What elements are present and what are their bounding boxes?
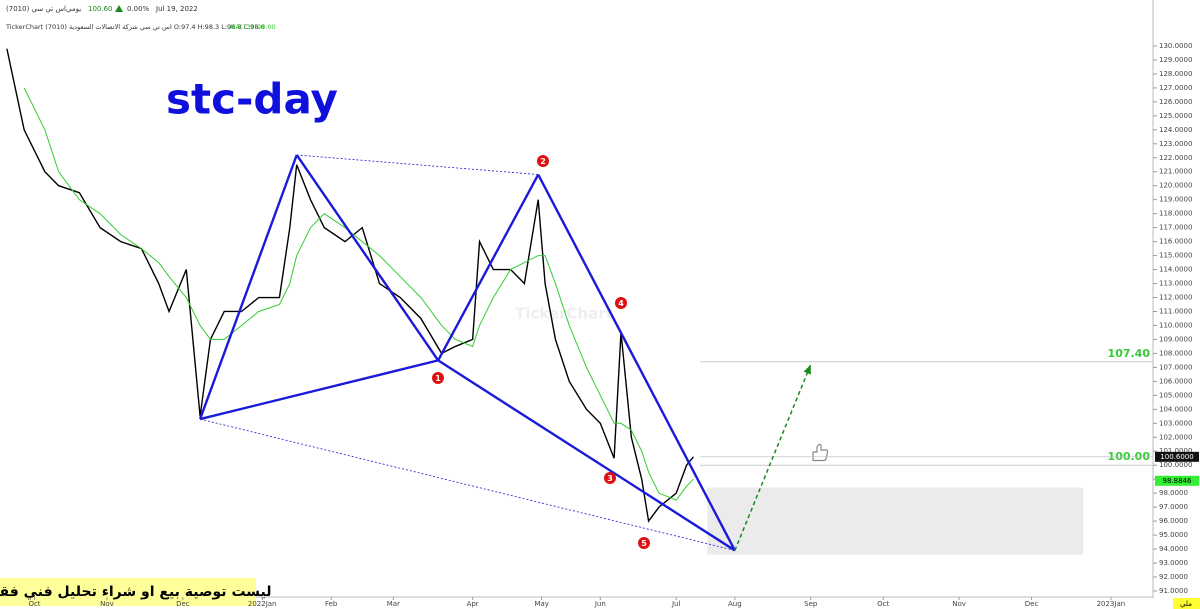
x-tick-label: Mar <box>387 600 400 608</box>
pattern-line <box>199 359 439 421</box>
pattern-line <box>437 173 540 361</box>
symbol: اس تي سي (7010) <box>6 5 66 13</box>
y-tick-label: 92.0000 <box>1159 573 1188 581</box>
x-tick-label: Nov <box>952 600 966 608</box>
y-tick-label: 128.0000 <box>1159 70 1192 78</box>
y-tick-label: 127.0000 <box>1159 84 1192 92</box>
thumbs-up-icon <box>812 443 829 462</box>
period: يومي <box>66 5 81 13</box>
y-tick-label: 129.0000 <box>1159 56 1192 64</box>
ma-badge <box>1155 475 1199 486</box>
y-tick-label: 112.0000 <box>1159 294 1192 302</box>
y-tick-label: 101.0000 <box>1159 447 1192 455</box>
point-label: 5 <box>641 539 647 548</box>
y-tick-label: 124.0000 <box>1159 126 1192 134</box>
y-tick-label: 110.0000 <box>1159 321 1192 329</box>
x-tick-label: May <box>534 600 548 608</box>
point-marker <box>638 537 650 549</box>
point-label: 1 <box>435 374 441 383</box>
y-tick-label: 122.0000 <box>1159 154 1192 162</box>
x-tick-label: Sep <box>804 600 818 608</box>
y-tick-label: 103.0000 <box>1159 419 1192 427</box>
projection-line <box>734 364 812 551</box>
ma-badge-label: 98.8846 <box>1163 477 1192 485</box>
ohlc-info: TickerChart اس تي سي شركة الاتصالات السع… <box>5 23 265 31</box>
point-marker <box>537 155 549 167</box>
price: 100.60 <box>88 5 113 13</box>
y-tick-label: 91.0000 <box>1159 587 1188 595</box>
x-tick-label: Jun <box>594 600 606 608</box>
pattern-line <box>198 154 298 420</box>
x-tick-label: Feb <box>325 600 338 608</box>
pattern-dotted-line <box>296 154 539 175</box>
date: Jul 19, 2022 <box>155 5 198 13</box>
y-tick-label: 118.0000 <box>1159 210 1192 218</box>
disclaimer: ليست توصية بيع او شراء تحليل فني فقط <box>0 584 271 600</box>
y-tick-label: 95.0000 <box>1159 531 1188 539</box>
y-tick-label: 97.0000 <box>1159 503 1188 511</box>
level-label: 107.40 <box>1108 347 1151 360</box>
y-tick-label: 102.0000 <box>1159 433 1192 441</box>
y-tick-label: 111.0000 <box>1159 307 1192 315</box>
pattern-line <box>295 154 440 362</box>
point-marker <box>432 372 444 384</box>
target-zone <box>707 487 1084 555</box>
corner-tag: ملي <box>1180 600 1192 608</box>
y-tick-label: 105.0000 <box>1159 391 1192 399</box>
change: 0.00% <box>127 5 150 13</box>
y-tick-label: 119.0000 <box>1159 196 1192 204</box>
x-tick-label: Jul <box>671 600 681 608</box>
up-arrow <box>115 5 123 12</box>
x-tick-label: 2022Jan <box>248 600 277 608</box>
x-tick-label: Oct <box>28 600 40 608</box>
ma-label: MA(13) <box>230 23 253 31</box>
y-tick-label: 125.0000 <box>1159 112 1192 120</box>
point-label: 2 <box>540 157 546 166</box>
y-tick-label: 117.0000 <box>1159 224 1192 232</box>
ma-line <box>23 87 694 501</box>
y-tick-label: 123.0000 <box>1159 140 1192 148</box>
watermark: TickerChart <box>515 305 613 323</box>
y-tick-label: 104.0000 <box>1159 405 1192 413</box>
y-tick-label: 107.0000 <box>1159 363 1192 371</box>
point-marker <box>604 472 616 484</box>
y-tick-label: 100.0000 <box>1159 461 1192 469</box>
y-tick-label: 93.0000 <box>1159 559 1188 567</box>
point-label: 4 <box>618 299 624 308</box>
last-price-badge <box>1155 451 1199 462</box>
x-tick-label: Dec <box>176 600 190 608</box>
y-tick-label: 94.0000 <box>1159 545 1188 553</box>
x-tick-label: Nov <box>100 600 114 608</box>
y-tick-label: 96.0000 <box>1159 517 1188 525</box>
x-tick-label: Apr <box>467 600 479 608</box>
ma-value: 98.00 <box>257 23 276 31</box>
y-tick-label: 108.0000 <box>1159 349 1192 357</box>
disclaimer-box <box>0 578 256 606</box>
chart-title: stc-day <box>166 75 338 124</box>
y-tick-label: 120.0000 <box>1159 182 1192 190</box>
y-tick-label: 109.0000 <box>1159 335 1192 343</box>
y-tick-label: 116.0000 <box>1159 238 1192 246</box>
y-tick-label: 106.0000 <box>1159 377 1192 385</box>
y-tick-label: 98.0000 <box>1159 489 1188 497</box>
projection-arrowhead <box>803 364 811 375</box>
pattern-line <box>537 173 736 552</box>
y-tick-label: 126.0000 <box>1159 98 1192 106</box>
x-tick-label: Aug <box>728 600 742 608</box>
y-tick-label: 121.0000 <box>1159 168 1192 176</box>
y-tick-label: 113.0000 <box>1159 280 1192 288</box>
y-tick-label: 130.0000 <box>1159 42 1192 50</box>
last-price-label: 100.6000 <box>1160 453 1193 461</box>
x-tick-label: Dec <box>1025 600 1039 608</box>
y-tick-label: 114.0000 <box>1159 266 1192 274</box>
y-tick-label: 115.0000 <box>1159 252 1192 260</box>
x-tick-label: 2023Jan <box>1097 600 1126 608</box>
point-label: 3 <box>607 474 613 483</box>
corner-tag-box <box>1173 598 1200 609</box>
point-marker <box>615 297 627 309</box>
pattern-line <box>437 359 736 552</box>
x-tick-label: Oct <box>877 600 889 608</box>
